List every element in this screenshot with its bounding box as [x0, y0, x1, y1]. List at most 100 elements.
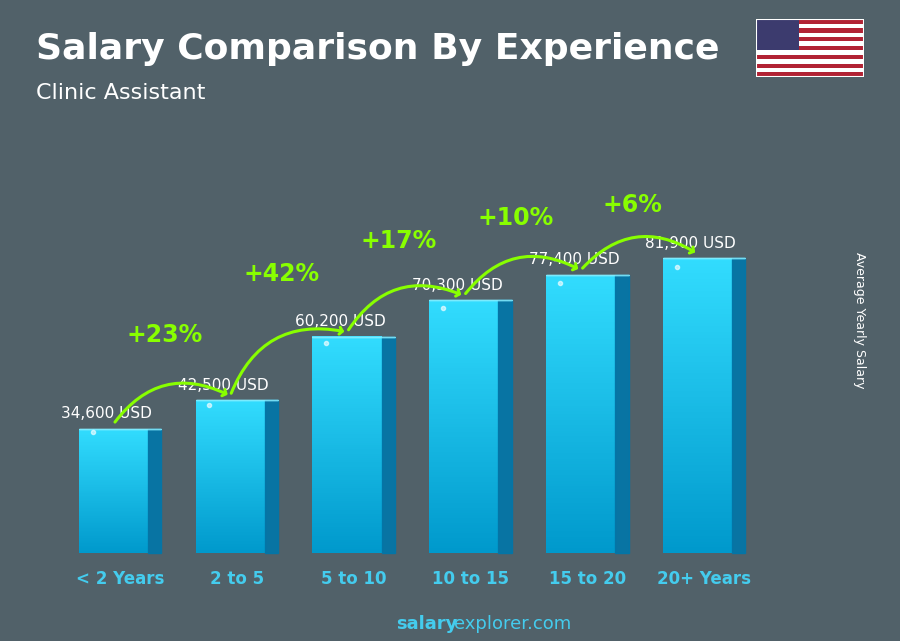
- Bar: [663, 335, 732, 338]
- Bar: [546, 439, 616, 442]
- Bar: [312, 337, 382, 338]
- Bar: [546, 372, 616, 375]
- Bar: [663, 453, 732, 456]
- Bar: [429, 401, 499, 404]
- Bar: [79, 538, 148, 540]
- Bar: [79, 454, 148, 455]
- Bar: [429, 435, 499, 437]
- Bar: [663, 382, 732, 385]
- Bar: [663, 323, 732, 326]
- Bar: [546, 286, 616, 288]
- Bar: [195, 530, 265, 532]
- Bar: [756, 54, 864, 59]
- Bar: [195, 423, 265, 425]
- Bar: [663, 477, 732, 479]
- Bar: [546, 347, 616, 350]
- Bar: [195, 487, 265, 489]
- Bar: [79, 483, 148, 485]
- Bar: [195, 490, 265, 492]
- Bar: [312, 519, 382, 520]
- Bar: [546, 470, 616, 472]
- Bar: [663, 314, 732, 317]
- Bar: [312, 497, 382, 499]
- Bar: [312, 545, 382, 547]
- Bar: [195, 538, 265, 540]
- Bar: [312, 510, 382, 512]
- Bar: [756, 37, 864, 42]
- Bar: [79, 472, 148, 474]
- Bar: [429, 323, 499, 326]
- Bar: [663, 303, 732, 306]
- Bar: [429, 388, 499, 391]
- Bar: [312, 443, 382, 445]
- Bar: [546, 425, 616, 428]
- Bar: [429, 391, 499, 394]
- Bar: [195, 400, 265, 402]
- Bar: [195, 526, 265, 528]
- Bar: [195, 529, 265, 530]
- Bar: [546, 464, 616, 467]
- Bar: [546, 408, 616, 411]
- Bar: [195, 532, 265, 533]
- Bar: [546, 355, 616, 358]
- Bar: [429, 369, 499, 371]
- Bar: [546, 450, 616, 453]
- Bar: [546, 483, 616, 487]
- Bar: [195, 455, 265, 457]
- Bar: [79, 492, 148, 494]
- Bar: [312, 486, 382, 488]
- Bar: [429, 371, 499, 374]
- Bar: [195, 442, 265, 443]
- Bar: [79, 447, 148, 449]
- Bar: [79, 500, 148, 501]
- Bar: [79, 438, 148, 440]
- Bar: [79, 532, 148, 533]
- Text: 34,600 USD: 34,600 USD: [61, 406, 152, 421]
- Bar: [429, 444, 499, 447]
- Bar: [312, 473, 382, 475]
- Bar: [546, 437, 616, 439]
- Bar: [195, 425, 265, 426]
- Bar: [429, 315, 499, 318]
- Bar: [756, 68, 864, 72]
- Bar: [195, 506, 265, 508]
- Bar: [663, 308, 732, 312]
- Bar: [312, 423, 382, 426]
- Bar: [756, 33, 864, 37]
- Bar: [79, 521, 148, 522]
- Bar: [663, 488, 732, 492]
- Bar: [546, 528, 616, 531]
- Bar: [756, 19, 864, 24]
- Bar: [546, 458, 616, 462]
- Bar: [195, 406, 265, 408]
- Bar: [79, 537, 148, 538]
- Bar: [79, 479, 148, 481]
- Bar: [79, 533, 148, 535]
- Bar: [546, 520, 616, 522]
- Bar: [195, 470, 265, 472]
- Bar: [79, 485, 148, 486]
- Bar: [663, 538, 732, 542]
- Bar: [546, 361, 616, 363]
- Bar: [663, 306, 732, 308]
- Bar: [663, 465, 732, 468]
- Bar: [195, 494, 265, 495]
- Bar: [312, 401, 382, 404]
- Bar: [195, 437, 265, 438]
- Bar: [663, 297, 732, 299]
- Bar: [312, 538, 382, 540]
- Bar: [429, 326, 499, 328]
- Bar: [663, 373, 732, 376]
- Bar: [312, 471, 382, 473]
- Text: +17%: +17%: [361, 229, 436, 253]
- Bar: [195, 420, 265, 422]
- Bar: [663, 385, 732, 388]
- Bar: [79, 528, 148, 529]
- Bar: [429, 404, 499, 406]
- Bar: [663, 424, 732, 426]
- Bar: [663, 350, 732, 353]
- Bar: [79, 510, 148, 511]
- Bar: [663, 353, 732, 356]
- Bar: [663, 479, 732, 483]
- Bar: [663, 397, 732, 400]
